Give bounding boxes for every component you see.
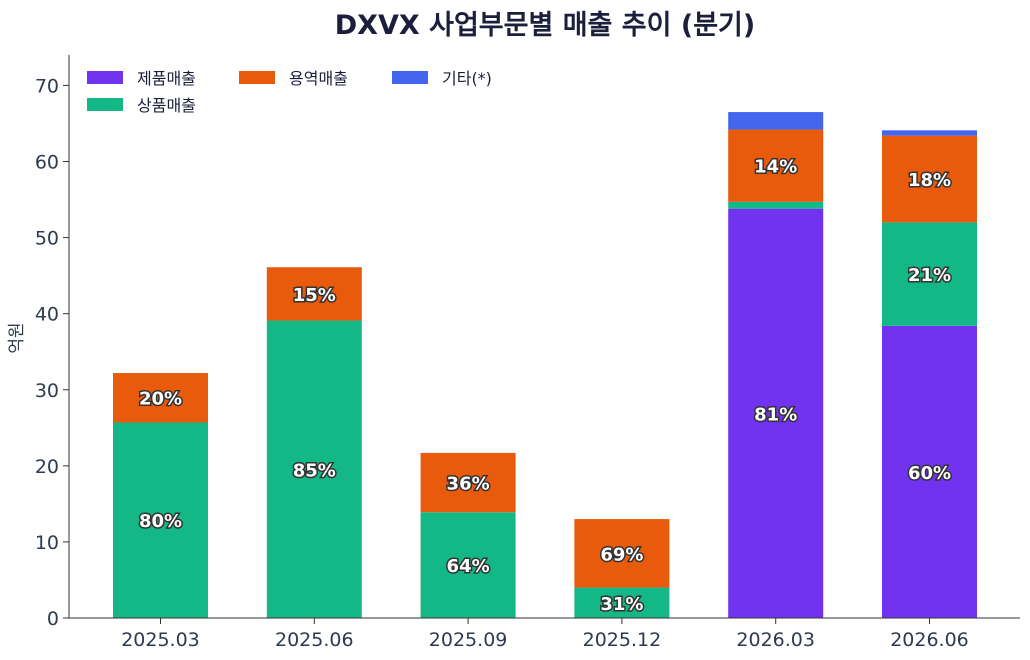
bar-segment [728,201,824,209]
bar-segment [574,587,670,618]
data-label: 36% [447,474,490,495]
bar-segment [113,373,208,423]
y-tick-label: 60 [35,152,59,174]
data-label: 18% [908,170,951,191]
legend-entry: 용역매출 [289,69,348,88]
y-tick-label: 40 [35,304,59,326]
bar-segment [728,129,824,202]
bar-segment [882,325,977,618]
legend-swatch [87,98,123,111]
bar-segment [266,320,362,618]
bar-segment [728,208,824,618]
data-label: 85% [293,460,336,481]
y-tick-label: 10 [35,532,59,554]
x-tick-label: 2026.03 [736,629,815,651]
x-tick-label: 2025.09 [429,629,508,651]
legend-entry: 제품매출 [137,69,196,88]
data-label: 69% [600,544,643,565]
x-tick-label: 2025.03 [121,629,200,651]
data-label: 64% [447,556,490,577]
data-label: 80% [139,511,182,532]
x-tick-label: 2025.06 [275,629,354,651]
data-label: 15% [293,285,336,306]
chart-title: DXVX 사업부문별 매출 추이 (분기) [335,10,755,41]
y-tick-label: 70 [35,75,59,97]
bar-segment [266,267,362,321]
y-tick-label: 30 [35,380,59,402]
bar-segment [728,112,824,130]
legend-entry: 상품매출 [137,96,196,115]
legend-swatch [87,71,123,84]
bar-segment [882,222,977,326]
bar-segment [882,130,977,136]
data-label: 20% [139,389,182,410]
bar-segment [882,135,977,223]
data-label: 31% [600,594,643,615]
y-tick-label: 50 [35,228,59,250]
bar-segment [420,452,516,513]
legend: 제품매출 용역매출 기타(*) 상품매출 [87,69,492,115]
data-label: 14% [754,157,797,178]
data-label: 21% [908,265,951,286]
y-tick-label: 0 [47,608,59,630]
legend-swatch [239,71,275,84]
legend-entry: 기타(*) [442,69,492,88]
x-tick-label: 2026.06 [890,629,969,651]
bar-segment [574,519,670,588]
bar-segment [113,422,208,618]
y-tick-label: 20 [35,456,59,478]
data-label: 81% [754,404,797,425]
y-axis-label: 억원 [7,322,27,353]
legend-swatch [392,71,428,84]
plot-area: 80% 20% 2025.03 85% 15% 2025.06 64% 36% 2025.09 3… [35,55,1020,651]
x-tick-label: 2025.12 [583,629,662,651]
bar-segment [420,512,516,618]
data-label: 60% [908,463,951,484]
